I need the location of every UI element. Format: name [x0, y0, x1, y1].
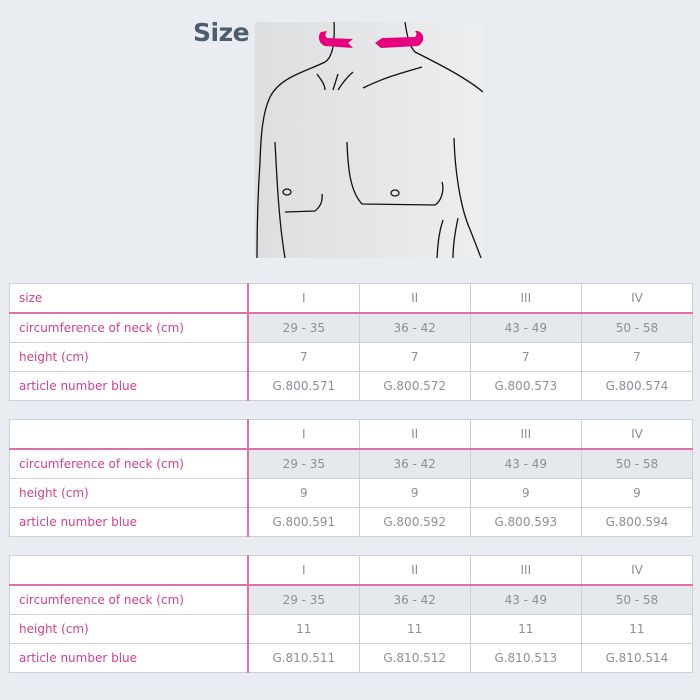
- table-cell: 29 - 35: [247, 448, 360, 479]
- table-cell: IV: [580, 555, 694, 586]
- table-row: height (cm) 9 9 9 9: [9, 478, 694, 508]
- row-label: height (cm): [9, 614, 249, 644]
- measure-band-icon: [318, 31, 424, 48]
- table-cell: 50 - 58: [580, 312, 694, 343]
- table-cell: IV: [580, 419, 694, 450]
- table-row: circumference of neck (cm) 29 - 35 36 - 42…: [9, 584, 694, 615]
- table-cell: 29 - 35: [247, 312, 360, 343]
- table-cell: 36 - 42: [358, 584, 471, 615]
- table-cell: G.810.512: [358, 643, 471, 673]
- table-row: height (cm) 7 7 7 7: [9, 342, 694, 372]
- table-cell: 50 - 58: [580, 448, 694, 479]
- table-cell: II: [358, 419, 471, 450]
- table-cell: IV: [580, 283, 694, 314]
- table-cell: G.800.572: [358, 371, 471, 401]
- table-cell: G.800.593: [469, 507, 582, 537]
- row-label: height (cm): [9, 342, 249, 372]
- table-row: circumference of neck (cm) 29 - 35 36 - 42…: [9, 312, 694, 343]
- table-header-row: size I II III IV: [9, 283, 694, 314]
- table-cell: I: [247, 419, 360, 450]
- table-cell: G.800.592: [358, 507, 471, 537]
- table-cell: G.810.511: [247, 643, 360, 673]
- table-cell: 7: [580, 342, 694, 372]
- table-cell: 9: [469, 478, 582, 508]
- table-cell: I: [247, 555, 360, 586]
- table-header-row: I II III IV: [9, 419, 694, 450]
- table-cell: G.800.571: [247, 371, 360, 401]
- table-cell: 7: [358, 342, 471, 372]
- table-row: circumference of neck (cm) 29 - 35 36 - 42…: [9, 448, 694, 479]
- row-label: article number blue: [9, 371, 249, 401]
- table-cell: G.800.591: [247, 507, 360, 537]
- table-cell: 29 - 35: [247, 584, 360, 615]
- table-cell: 11: [247, 614, 360, 644]
- row-label: circumference of neck (cm): [9, 448, 249, 479]
- row-label: circumference of neck (cm): [9, 312, 249, 343]
- table-cell: G.800.594: [580, 507, 694, 537]
- table-row: article number blue G.800.571 G.800.572 G.8…: [9, 371, 694, 401]
- table-cell: G.800.574: [580, 371, 694, 401]
- row-label: article number blue: [9, 507, 249, 537]
- row-label: [9, 555, 249, 586]
- table-row: article number blue G.810.511 G.810.512 G.8…: [9, 643, 694, 673]
- size-table-2: I II III IV circumference of neck (cm) 29 - 3…: [9, 419, 694, 537]
- table-header-row: I II III IV: [9, 555, 694, 586]
- table-cell: 36 - 42: [358, 312, 471, 343]
- row-label: height (cm): [9, 478, 249, 508]
- table-cell: G.800.573: [469, 371, 582, 401]
- size-table-3: I II III IV circumference of neck (cm) 29 - 3…: [9, 555, 694, 673]
- row-label: article number blue: [9, 643, 249, 673]
- table-cell: 36 - 42: [358, 448, 471, 479]
- table-cell: 11: [580, 614, 694, 644]
- row-label: [9, 419, 249, 450]
- row-label: circumference of neck (cm): [9, 584, 249, 615]
- table-cell: 9: [580, 478, 694, 508]
- table-cell: II: [358, 283, 471, 314]
- table-cell: 9: [358, 478, 471, 508]
- row-label: size: [9, 283, 249, 314]
- table-cell: 7: [469, 342, 582, 372]
- table-cell: 9: [247, 478, 360, 508]
- table-cell: 43 - 49: [469, 312, 582, 343]
- table-cell: III: [469, 419, 582, 450]
- table-cell: III: [469, 555, 582, 586]
- table-cell: III: [469, 283, 582, 314]
- table-cell: II: [358, 555, 471, 586]
- table-cell: G.810.514: [580, 643, 694, 673]
- size-table-1: size I II III IV circumference of neck (cm) 29…: [9, 283, 694, 401]
- torso-neck-measure-illustration: [255, 22, 483, 258]
- table-cell: G.810.513: [469, 643, 582, 673]
- table-cell: 43 - 49: [469, 584, 582, 615]
- table-cell: 50 - 58: [580, 584, 694, 615]
- table-cell: 43 - 49: [469, 448, 582, 479]
- table-cell: 7: [247, 342, 360, 372]
- table-cell: 11: [469, 614, 582, 644]
- table-cell: I: [247, 283, 360, 314]
- table-row: article number blue G.800.591 G.800.592 G.8…: [9, 507, 694, 537]
- table-row: height (cm) 11 11 11 11: [9, 614, 694, 644]
- table-cell: 11: [358, 614, 471, 644]
